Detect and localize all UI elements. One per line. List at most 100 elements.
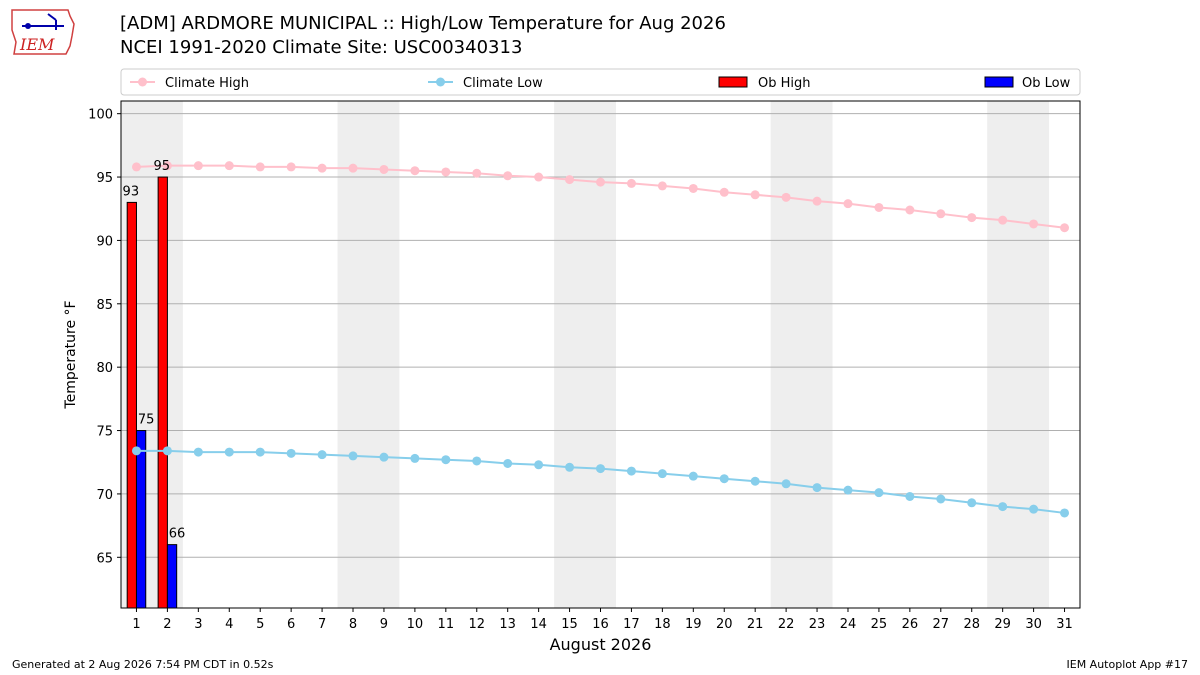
weekend-bands: [121, 101, 1050, 608]
climate-low-point: [657, 469, 667, 479]
climate-low-point: [936, 494, 946, 504]
x-tick-label: 18: [654, 617, 671, 632]
legend: Climate High Climate Low Ob High Ob Low: [120, 68, 1081, 96]
weekend-band: [770, 101, 833, 608]
x-tick-label: 21: [747, 617, 764, 632]
x-tick-label: 5: [256, 617, 264, 632]
climate-low-point: [874, 488, 884, 498]
climate-high-point: [193, 161, 203, 171]
x-tick-label: 16: [592, 617, 609, 632]
x-tick-label: 20: [716, 617, 733, 632]
climate-high-point: [719, 187, 729, 197]
climate-low-point: [1029, 504, 1039, 514]
x-tick-label: 26: [902, 617, 919, 632]
climate-low-point: [596, 464, 605, 474]
chart-title: [ADM] ARDMORE MUNICIPAL :: High/Low Temp…: [120, 13, 726, 34]
ob-high-bar: [157, 176, 168, 609]
x-tick-label: 31: [1056, 617, 1073, 632]
ob-high-label: 93: [123, 184, 140, 199]
y-tick-label: 85: [96, 298, 113, 313]
iem-logo: IEM: [8, 6, 80, 58]
climate-high-point: [812, 196, 822, 206]
climate-low-point: [348, 451, 358, 461]
climate-low-point: [781, 479, 791, 489]
climate-high-point: [224, 161, 234, 171]
x-tick-label: 8: [349, 617, 357, 632]
climate-high-point: [255, 162, 265, 172]
climate-high-point: [688, 183, 698, 193]
x-tick-label: 29: [994, 617, 1011, 632]
climate-low-point: [441, 455, 451, 465]
climate-low-point: [1060, 508, 1070, 518]
climate-high-point: [936, 209, 946, 219]
x-tick-label: 24: [840, 617, 857, 632]
x-axis: 1 2 3 4 5 6 7 8 9 10 11 12 13 14 15 16 17 18 19 20 21 22 23 24 2…: [132, 608, 1073, 632]
x-tick-label: 17: [623, 617, 640, 632]
climate-high-point: [998, 215, 1008, 225]
climate-high-point: [317, 163, 327, 173]
climate-low-point: [688, 471, 698, 481]
climate-low-point: [967, 498, 977, 508]
climate-low-point: [162, 446, 172, 456]
climate-high-point: [162, 161, 172, 171]
bar-labels: 93 95 75 66: [123, 159, 186, 542]
y-tick-label: 70: [96, 488, 113, 503]
x-tick-label: 9: [380, 617, 388, 632]
ob-high-label: 95: [153, 159, 170, 174]
climate-low-point: [410, 453, 420, 463]
climate-high-point: [379, 164, 389, 174]
x-tick-label: 10: [407, 617, 424, 632]
climate-high-point: [348, 163, 358, 173]
climate-high-point: [626, 178, 636, 188]
legend-entry-label: Climate High: [165, 76, 249, 91]
y-tick-label: 80: [96, 361, 113, 376]
y-axis-label: Temperature °F: [63, 300, 79, 409]
climate-high-point: [565, 175, 575, 185]
climate-high-point: [131, 162, 141, 172]
climate-low-point: [131, 446, 141, 456]
climate-low-point: [843, 485, 853, 495]
chart-subtitle: NCEI 1991-2020 Climate Site: USC00340313: [120, 37, 523, 58]
ob-high-bar: [126, 201, 137, 609]
legend-swatch: [718, 76, 748, 88]
x-tick-label: 27: [933, 617, 950, 632]
climate-high-point: [286, 162, 296, 172]
climate-high-point: [596, 177, 605, 187]
weekend-band: [337, 101, 400, 608]
x-tick-label: 15: [561, 617, 578, 632]
climate-lines: [131, 161, 1070, 518]
y-tick-label: 65: [96, 551, 113, 566]
climate-high-point: [781, 192, 791, 202]
weekend-band: [987, 101, 1050, 608]
legend-entry-label: Ob High: [758, 76, 811, 91]
climate-low-point: [286, 448, 296, 458]
climate-low-point: [379, 452, 389, 462]
y-axis: 65 70 75 80 85 90 95 100: [88, 108, 121, 566]
x-tick-label: 4: [225, 617, 233, 632]
climate-low-point: [534, 460, 544, 470]
grid-lines: [121, 113, 1080, 558]
climate-low-point: [472, 456, 482, 466]
x-tick-label: 1: [132, 617, 140, 632]
x-tick-label: 19: [685, 617, 702, 632]
y-tick-label: 100: [88, 108, 113, 123]
x-tick-label: 14: [530, 617, 547, 632]
climate-high-point: [472, 168, 482, 178]
climate-low-point: [905, 491, 915, 501]
climate-low-point: [224, 447, 234, 457]
climate-high-point: [843, 199, 853, 209]
ob-low-label: 75: [138, 413, 155, 428]
x-tick-label: 30: [1025, 617, 1042, 632]
climate-low-point: [255, 447, 265, 457]
legend-marker: [436, 77, 445, 87]
y-tick-label: 90: [96, 234, 113, 249]
ob-low-bar: [166, 544, 178, 609]
y-tick-label: 75: [96, 425, 113, 440]
x-tick-label: 2: [163, 617, 171, 632]
x-axis-label: August 2026: [550, 635, 652, 654]
legend-entry-label: Climate Low: [463, 76, 543, 91]
generated-timestamp: Generated at 2 Aug 2026 7:54 PM CDT in 0…: [12, 658, 274, 671]
climate-high-point: [750, 190, 760, 200]
x-tick-label: 23: [809, 617, 826, 632]
